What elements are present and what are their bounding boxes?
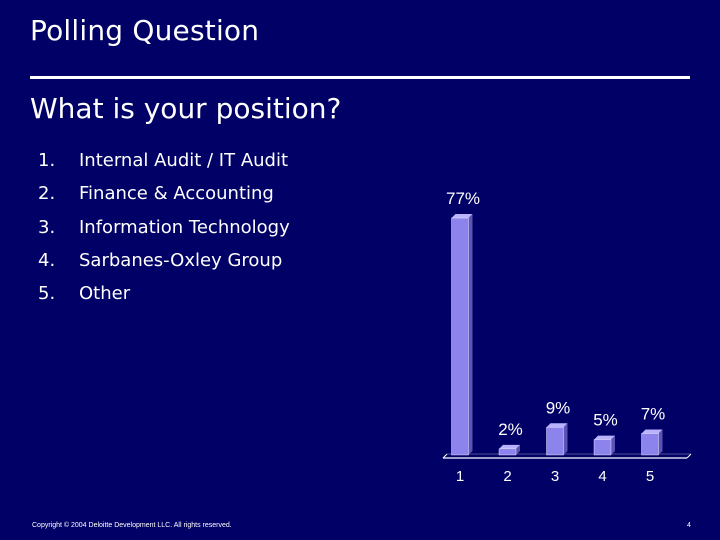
chart-marks: 77% 1 2% 2 9% 3 5% 4 7% 5 bbox=[442, 189, 692, 485]
bar-top-face bbox=[451, 214, 473, 218]
answer-option-label: Internal Audit / IT Audit bbox=[79, 150, 289, 171]
bar-data-label: 77% bbox=[446, 189, 480, 208]
slide-title: Polling Question bbox=[30, 14, 260, 47]
bar bbox=[546, 427, 564, 456]
x-tick-label: 5 bbox=[646, 468, 654, 485]
answer-options-list: 1. Internal Audit / IT Audit 2. Finance … bbox=[38, 150, 290, 316]
bar-data-label: 7% bbox=[641, 404, 666, 423]
bar-top-face bbox=[594, 435, 615, 440]
x-tick-label: 4 bbox=[598, 468, 606, 485]
title-divider bbox=[30, 76, 690, 79]
answer-option-label: Finance & Accounting bbox=[79, 183, 274, 205]
x-tick-label: 1 bbox=[456, 468, 464, 485]
bar-data-label: 5% bbox=[593, 411, 618, 430]
poll-question: What is your position? bbox=[30, 92, 342, 125]
answer-option-label: Other bbox=[79, 283, 131, 305]
answer-option: 1. Internal Audit / IT Audit bbox=[38, 150, 290, 183]
bar-side-face bbox=[468, 214, 473, 455]
x-tick-label: 3 bbox=[551, 468, 559, 485]
copyright-footer: Copyright © 2004 Deloitte Development LL… bbox=[32, 522, 232, 529]
answer-option: 3. Information Technology bbox=[38, 217, 290, 250]
answer-option-label: Information Technology bbox=[79, 216, 290, 238]
bar bbox=[451, 217, 469, 456]
x-axis-depth-left bbox=[442, 453, 448, 459]
answer-option-label: Sarbanes-Oxley Group bbox=[79, 249, 283, 271]
bar bbox=[593, 439, 612, 456]
answer-option-number: 2. bbox=[38, 183, 56, 205]
bar-top-face bbox=[546, 423, 568, 428]
bar bbox=[498, 448, 517, 456]
answer-option-number: 3. bbox=[38, 216, 56, 238]
page-number: 4 bbox=[687, 522, 691, 529]
bar bbox=[641, 433, 659, 456]
answer-option-number: 5. bbox=[38, 283, 56, 305]
x-tick-label: 2 bbox=[503, 468, 511, 485]
answer-option-number: 4. bbox=[38, 249, 56, 271]
bar-side-face bbox=[658, 429, 663, 455]
x-axis-depth-right bbox=[686, 453, 692, 459]
bar-side-face bbox=[611, 435, 615, 455]
answer-option: 2. Finance & Accounting bbox=[38, 183, 290, 216]
bar-side-face bbox=[563, 423, 568, 455]
bar-data-label: 2% bbox=[498, 420, 523, 439]
answer-option: 4. Sarbanes-Oxley Group bbox=[38, 250, 290, 283]
bar-side-face bbox=[516, 444, 520, 455]
bar-data-label: 9% bbox=[546, 398, 571, 417]
bar-top-face bbox=[499, 444, 520, 449]
bar-top-face bbox=[641, 429, 663, 434]
answer-option-number: 1. bbox=[38, 150, 56, 171]
answer-option: 5. Other bbox=[38, 283, 290, 316]
